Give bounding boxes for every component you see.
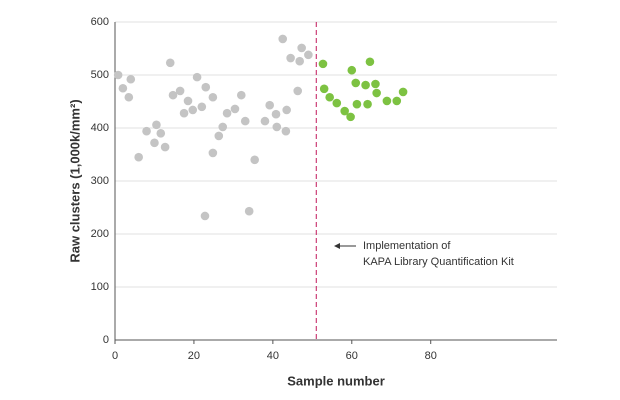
data-point <box>124 92 134 102</box>
data-point <box>295 56 304 66</box>
data-point <box>382 96 392 106</box>
x-axis-title: Sample number <box>287 373 385 388</box>
data-point <box>113 70 123 80</box>
data-point <box>179 108 189 118</box>
data-point <box>282 105 291 115</box>
data-point <box>260 116 270 126</box>
data-point <box>160 142 170 152</box>
data-point <box>214 131 224 141</box>
annotation-arrow <box>334 243 356 249</box>
data-point <box>156 129 166 138</box>
x-tick-label: 40 <box>267 350 279 362</box>
data-point <box>230 104 240 114</box>
x-tick-label: 80 <box>425 350 437 362</box>
data-point <box>325 92 334 102</box>
data-point <box>175 86 185 96</box>
x-tick-label: 20 <box>188 350 200 362</box>
data-point <box>392 96 402 106</box>
data-point <box>286 53 295 63</box>
y-tick-label: 0 <box>103 334 109 346</box>
data-point <box>152 120 161 130</box>
y-tick-label: 100 <box>91 281 109 293</box>
y-tick-label: 500 <box>91 69 109 81</box>
data-point <box>351 78 361 88</box>
data-point <box>244 206 254 216</box>
data-point <box>340 106 349 116</box>
data-point <box>168 90 178 100</box>
data-point <box>150 138 159 148</box>
data-point <box>365 57 375 67</box>
data-point <box>236 90 246 100</box>
y-tick-label: 200 <box>91 228 109 240</box>
y-tick-label: 600 <box>91 16 109 28</box>
data-point <box>265 100 275 110</box>
data-point <box>222 108 232 118</box>
data-point <box>293 86 303 96</box>
data-point <box>318 59 328 69</box>
data-point <box>134 152 143 162</box>
data-point <box>208 148 218 158</box>
data-point <box>201 82 211 92</box>
data-point <box>347 65 357 75</box>
data-point <box>372 88 381 98</box>
data-point <box>118 83 128 93</box>
data-point <box>271 109 281 119</box>
data-point <box>197 102 207 112</box>
data-point <box>332 98 342 108</box>
annotation-text: KAPA Library Quantification Kit <box>363 256 514 268</box>
y-axis-title: Raw clusters (1,000k/mm²) <box>67 99 82 262</box>
data-point <box>200 211 210 221</box>
x-tick-label: 60 <box>346 350 358 362</box>
y-tick-label: 300 <box>91 175 109 187</box>
data-point <box>208 92 218 102</box>
data-point <box>218 122 228 132</box>
data-point <box>352 99 362 109</box>
data-point <box>183 96 193 106</box>
data-point <box>272 122 282 132</box>
data-point <box>192 72 202 82</box>
data-point <box>278 34 288 44</box>
data-point <box>250 155 260 165</box>
data-point <box>240 116 250 126</box>
data-point <box>361 80 370 90</box>
data-point <box>398 87 408 97</box>
data-point <box>126 74 136 84</box>
y-tick-label: 400 <box>91 122 109 134</box>
data-point <box>363 99 372 109</box>
data-point <box>319 84 329 94</box>
data-point <box>346 112 355 122</box>
data-point <box>142 126 151 136</box>
data-point <box>281 126 291 136</box>
data-point <box>371 79 380 89</box>
data-point <box>297 43 306 53</box>
x-tick-label: 0 <box>112 350 118 362</box>
data-point <box>165 58 175 68</box>
data-point <box>188 105 198 115</box>
annotation-text: Implementation of <box>363 240 451 252</box>
data-point <box>304 50 313 60</box>
